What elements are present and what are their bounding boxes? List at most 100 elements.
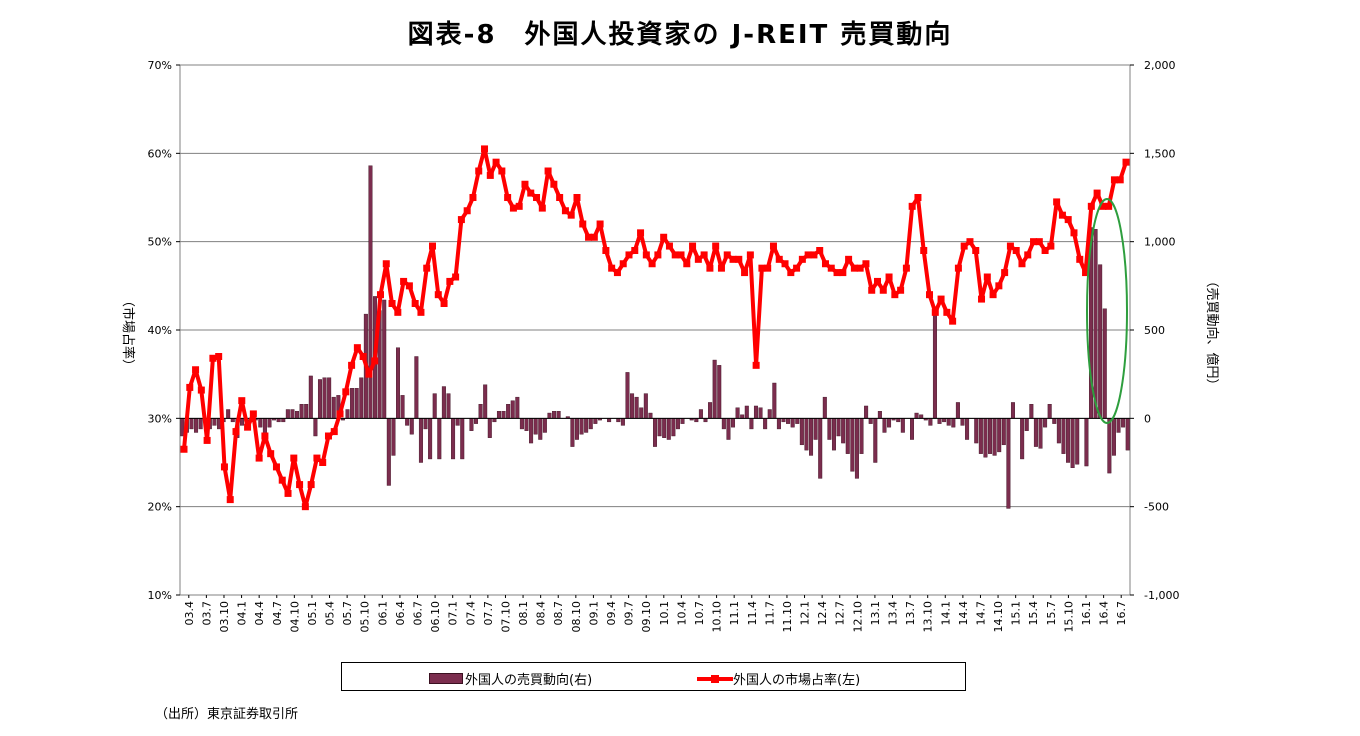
bar-foreign-net-trade — [460, 418, 465, 460]
legend-item-line: 外国人の市場占率(左) — [697, 669, 860, 688]
line-point — [752, 361, 760, 369]
line-point — [192, 366, 200, 374]
line-point — [463, 207, 471, 215]
bar-foreign-net-trade — [988, 418, 993, 454]
bar-foreign-net-trade — [1098, 264, 1103, 419]
bar-foreign-net-trade — [813, 418, 818, 440]
line-point — [769, 242, 777, 250]
bar-foreign-net-trade — [276, 418, 281, 423]
bar-foreign-net-trade — [822, 396, 827, 419]
bar-foreign-net-trade — [1043, 418, 1048, 428]
line-point — [1058, 211, 1066, 219]
line-point — [515, 202, 523, 210]
line-point — [423, 264, 431, 272]
x-tick-label: 15.1 — [1010, 601, 1023, 626]
bar-foreign-net-trade — [354, 388, 359, 419]
bar-foreign-net-trade — [781, 418, 786, 423]
line-point — [1070, 229, 1078, 237]
line-point — [272, 463, 280, 471]
line-point — [810, 251, 818, 259]
line-point — [758, 264, 766, 272]
bar-foreign-net-trade — [529, 418, 534, 444]
bar-foreign-net-trade — [483, 384, 488, 419]
line-point — [475, 167, 483, 175]
x-tick-label: 05.4 — [324, 601, 337, 626]
line-point — [249, 410, 257, 418]
x-tick-label: 08.4 — [535, 601, 548, 626]
bar-foreign-net-trade — [1001, 418, 1006, 446]
bar-foreign-net-trade — [616, 418, 621, 423]
bar-foreign-net-trade — [992, 418, 997, 456]
bar-foreign-net-trade — [887, 418, 892, 428]
line-point — [821, 260, 829, 268]
line-point — [324, 432, 332, 440]
line-point — [417, 308, 425, 316]
line-point — [642, 251, 650, 259]
line-point — [972, 247, 980, 254]
y-left-tick-label: 60% — [148, 147, 172, 160]
bar-foreign-net-trade — [1121, 418, 1126, 428]
bar-foreign-net-trade — [735, 407, 740, 419]
bar-foreign-net-trade — [267, 418, 272, 428]
x-tick-label: 04.4 — [253, 601, 266, 626]
bar-foreign-net-trade — [538, 418, 543, 440]
bar-foreign-net-trade — [1075, 418, 1080, 465]
line-point — [706, 264, 714, 272]
line-point — [793, 264, 801, 272]
line-point — [1041, 247, 1049, 254]
line-point — [816, 247, 824, 254]
bar-foreign-net-trade — [350, 388, 355, 419]
bar-foreign-net-trade — [501, 411, 506, 419]
bar-foreign-net-trade — [519, 418, 524, 430]
line-point — [671, 251, 679, 259]
bar-foreign-net-trade — [864, 405, 869, 419]
line-point — [238, 397, 246, 405]
line-point — [735, 255, 743, 263]
line-point — [544, 167, 552, 175]
bar-foreign-net-trade — [1029, 404, 1034, 419]
line-point — [492, 158, 500, 166]
y-right-tick-label: 0 — [1144, 412, 1151, 425]
line-point — [278, 476, 286, 484]
bar-foreign-net-trade — [533, 418, 538, 435]
x-tick-label: 13.10 — [922, 601, 935, 633]
bar-foreign-net-trade — [496, 411, 501, 419]
x-tick-label: 07.10 — [499, 601, 512, 633]
line-point — [943, 308, 951, 316]
highlight-ellipse — [1086, 198, 1128, 424]
line-point — [342, 388, 350, 396]
bar-foreign-net-trade — [680, 418, 685, 424]
bar-foreign-net-trade — [239, 418, 244, 426]
line-point — [613, 269, 621, 277]
bar-foreign-net-trade — [556, 411, 561, 419]
bar-foreign-net-trade — [675, 418, 680, 430]
line-point — [1064, 216, 1072, 224]
bar-foreign-net-trade — [648, 412, 653, 419]
line-point — [1087, 202, 1095, 210]
bar-foreign-net-trade — [391, 418, 396, 456]
bar-foreign-net-trade — [593, 418, 598, 424]
bar-foreign-net-trade — [873, 418, 878, 463]
x-tick-label: 03.10 — [218, 601, 231, 633]
bar-foreign-net-trade — [487, 418, 492, 438]
line-point — [457, 216, 465, 224]
line-point — [960, 242, 968, 250]
line-point — [573, 194, 581, 201]
bar-foreign-net-trade — [226, 409, 231, 419]
bar-foreign-net-trade — [634, 396, 639, 419]
bar-foreign-net-trade — [910, 418, 914, 440]
bar-foreign-net-trade — [524, 418, 529, 431]
x-tick-label: 13.4 — [887, 601, 900, 626]
line-point — [353, 344, 361, 352]
bar-foreign-net-trade — [1093, 229, 1098, 419]
x-tick-label: 13.1 — [869, 601, 882, 626]
chart-title: 図表-8 外国人投資家の J-REIT 売買動向 — [407, 20, 953, 50]
bar-foreign-net-trade — [978, 418, 983, 454]
bar-foreign-net-trade — [974, 418, 979, 444]
x-tick-label: 12.1 — [799, 601, 812, 626]
y-right-axis-label: （売買動向、億円） — [1204, 274, 1220, 391]
bar-foreign-net-trade — [212, 418, 217, 426]
line-point — [1012, 247, 1020, 254]
bar-foreign-net-trade — [386, 418, 391, 486]
x-tick-label: 10.1 — [658, 601, 671, 626]
